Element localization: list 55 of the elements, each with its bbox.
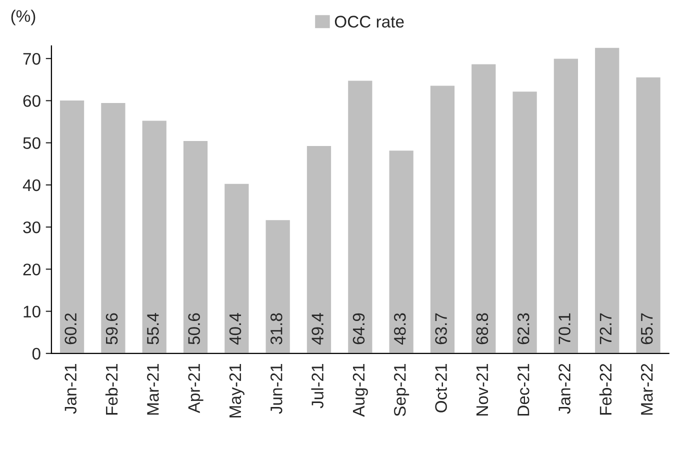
- data-label: 55.4: [147, 313, 159, 344]
- x-tick-label: Dec-21: [517, 364, 530, 416]
- bar: [388, 149, 415, 354]
- data-label: 62.3: [517, 313, 530, 344]
- bar: [552, 57, 580, 354]
- y-tick-label: 40: [22, 179, 40, 192]
- x-tick-label: Jan-21: [64, 364, 77, 414]
- x-tick-label: Feb-21: [105, 364, 118, 415]
- bar: [470, 62, 498, 354]
- bar: [140, 119, 168, 354]
- y-tick-label: 70: [23, 52, 40, 65]
- x-tick-label: Oct-21: [435, 364, 447, 412]
- x-tick-label: Mar-22: [640, 364, 653, 415]
- data-label: 59.6: [106, 313, 118, 344]
- data-label: 49.4: [312, 313, 324, 345]
- x-tick-label: Nov-21: [476, 364, 488, 416]
- x-tick-label: Mar-21: [147, 364, 159, 415]
- data-label: 68.8: [476, 313, 488, 344]
- y-tick-label: 50: [23, 137, 40, 149]
- bar: [594, 46, 621, 354]
- bar: [223, 182, 250, 354]
- x-tick-label: Aug-21: [352, 364, 368, 417]
- data-label: 65.7: [640, 313, 653, 344]
- bar: [100, 102, 127, 354]
- data-label: 40.4: [229, 313, 242, 345]
- data-label: 72.7: [600, 313, 612, 344]
- bar: [429, 84, 456, 354]
- bar: [346, 79, 374, 354]
- legend-label: OCC rate: [334, 16, 404, 28]
- x-tick-label: Apr-21: [188, 364, 204, 414]
- bar: [182, 140, 209, 354]
- data-label: 64.9: [352, 313, 365, 344]
- bar: [306, 144, 332, 354]
- x-tick-label: Sep-21: [394, 364, 410, 416]
- data-label: 50.6: [188, 313, 200, 344]
- x-tick-label: Jul-21: [311, 364, 324, 408]
- bar: [634, 76, 662, 354]
- y-tick-label: 60: [23, 95, 40, 107]
- y-tick-label: 0: [32, 348, 40, 360]
- data-label: 48.3: [394, 313, 406, 345]
- x-tick-label: May-21: [229, 364, 244, 418]
- x-tick-label: Feb-22: [599, 364, 612, 415]
- y-tick-label: 30: [23, 221, 40, 234]
- x-tick-label: Jun-21: [270, 364, 282, 414]
- y-tick-label: 10: [24, 306, 40, 318]
- y-axis-title: (%): [11, 10, 36, 26]
- data-label: 63.7: [435, 313, 447, 344]
- data-label: 31.8: [270, 313, 282, 344]
- bar: [58, 99, 86, 354]
- bar: [511, 90, 538, 354]
- data-label: 70.1: [558, 313, 570, 344]
- data-label: 60.2: [64, 313, 77, 344]
- x-tick-label: Jan-22: [558, 364, 570, 414]
- y-tick-label: 20: [23, 264, 40, 276]
- bar: [264, 218, 292, 354]
